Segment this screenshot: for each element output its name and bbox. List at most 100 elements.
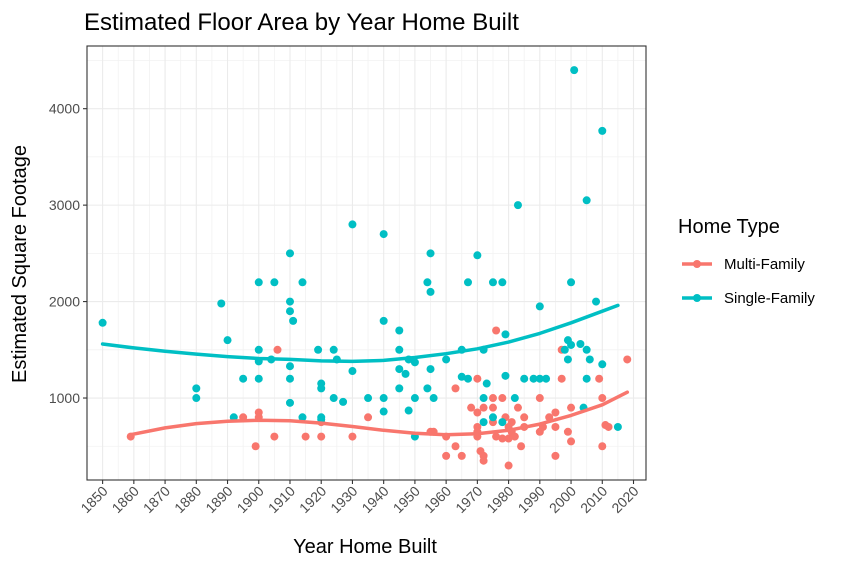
data-point — [563, 427, 572, 436]
data-point — [595, 374, 604, 383]
data-point — [270, 432, 279, 441]
data-point — [423, 278, 432, 287]
data-point — [285, 362, 294, 371]
data-point — [289, 316, 298, 325]
data-point — [567, 340, 576, 349]
y-axis-title: Estimated Square Footage — [9, 145, 31, 383]
data-point — [479, 456, 488, 465]
data-point — [598, 126, 607, 135]
data-point — [317, 384, 326, 393]
data-point — [364, 413, 373, 422]
data-point — [254, 278, 263, 287]
data-point — [479, 394, 488, 403]
data-point — [473, 374, 482, 383]
x-tick-label: 1910 — [265, 483, 298, 516]
smooth-trend-line — [100, 303, 620, 364]
data-point — [254, 345, 263, 354]
x-axis-title: Year Home Built — [293, 536, 437, 558]
data-point — [451, 384, 460, 393]
data-point — [298, 278, 307, 287]
plot-panel — [86, 45, 647, 481]
x-tick-label: 1890 — [202, 483, 235, 516]
data-point — [285, 374, 294, 383]
x-tick-label: 1980 — [483, 483, 516, 516]
data-point — [535, 394, 544, 403]
data-point — [442, 355, 451, 364]
x-tick-label: 1950 — [390, 483, 423, 516]
x-axis-ticks: 1850186018701880189019001910192019301940… — [77, 480, 642, 516]
data-point — [488, 413, 497, 422]
data-point — [192, 384, 201, 393]
data-point — [467, 403, 476, 412]
data-point — [492, 432, 501, 441]
data-point — [567, 403, 576, 412]
data-point — [510, 394, 519, 403]
data-point — [329, 345, 338, 354]
data-point — [582, 196, 591, 205]
data-point — [457, 451, 466, 460]
x-tick-label: 1880 — [171, 483, 204, 516]
x-tick-label: 1900 — [234, 483, 267, 516]
smooth-trend-line — [128, 390, 630, 437]
data-point — [488, 278, 497, 287]
x-tick-label: 1970 — [452, 483, 485, 516]
data-point — [314, 345, 323, 354]
data-point — [251, 442, 260, 451]
x-tick-label: 1860 — [109, 483, 142, 516]
x-tick-label: 1920 — [296, 483, 329, 516]
data-point — [529, 374, 538, 383]
x-tick-label: 2010 — [577, 483, 610, 516]
data-point — [479, 418, 488, 427]
data-point — [498, 418, 507, 427]
data-point — [542, 374, 551, 383]
data-point — [423, 384, 432, 393]
data-point — [285, 297, 294, 306]
plot-background — [87, 46, 646, 480]
data-point — [223, 336, 232, 345]
data-point — [504, 461, 513, 470]
y-axis-ticks: 1000 2000 3000 4000 — [49, 101, 87, 406]
legend: Home Type Multi-Family Single-Family — [678, 216, 815, 307]
data-point — [567, 437, 576, 446]
data-point — [513, 201, 522, 210]
legend-title: Home Type — [678, 216, 780, 238]
data-point — [473, 408, 482, 417]
data-point — [560, 345, 569, 354]
data-point — [535, 374, 544, 383]
data-point — [604, 422, 613, 431]
plot-border — [86, 45, 647, 481]
data-point — [510, 432, 519, 441]
data-point — [463, 374, 472, 383]
data-point — [473, 251, 482, 260]
data-point — [395, 345, 404, 354]
data-point — [395, 365, 404, 374]
data-point — [270, 278, 279, 287]
data-point — [567, 278, 576, 287]
data-point — [482, 379, 491, 388]
data-point — [457, 372, 466, 381]
data-point — [285, 398, 294, 407]
data-point — [598, 360, 607, 369]
data-point — [517, 442, 526, 451]
data-point — [379, 394, 388, 403]
data-point — [513, 403, 522, 412]
data-point — [492, 326, 501, 335]
data-point — [273, 345, 282, 354]
y-tick-label: 2000 — [49, 294, 80, 310]
data-point — [426, 249, 435, 258]
data-point — [498, 434, 507, 443]
data-point — [520, 413, 529, 422]
data-point — [557, 374, 566, 383]
legend-key-point — [693, 260, 701, 268]
data-point — [585, 355, 594, 364]
data-point — [410, 394, 419, 403]
data-point — [348, 367, 357, 376]
data-point — [488, 403, 497, 412]
data-point — [520, 374, 529, 383]
data-point — [348, 432, 357, 441]
data-point — [348, 220, 357, 229]
data-point — [501, 371, 510, 380]
data-point — [501, 330, 510, 339]
data-point — [613, 422, 622, 431]
